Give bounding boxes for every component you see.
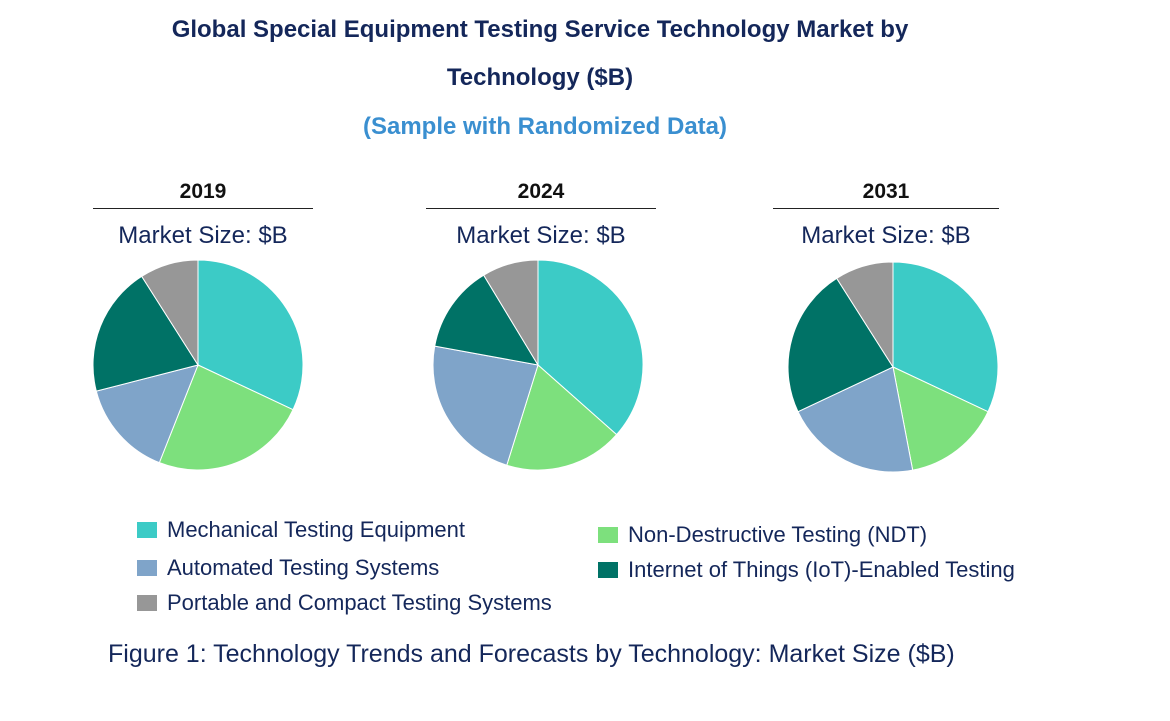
pie-2024-slice-automated-testing-systems	[432, 345, 539, 466]
pie-2019-slice-portable-and-compact-testing-systems	[141, 259, 199, 367]
pie-2024-year: 2024	[517, 180, 565, 203]
pie-2024-market-size-label: Market Size: $B	[456, 222, 626, 249]
pie-2019-year: 2019	[179, 180, 227, 203]
pie-2031	[787, 261, 999, 473]
legend-item-iot: Internet of Things (IoT)-Enabled Testing	[598, 557, 1015, 583]
legend-label: Automated Testing Systems	[167, 555, 440, 580]
pie-2024	[432, 259, 644, 471]
pie-2019-slice-internet-of-things-iot-enabled-testing	[92, 275, 199, 392]
legend-swatch	[598, 527, 618, 543]
legend-label: Non-Destructive Testing (NDT)	[628, 522, 928, 547]
pie-2031-slice-automated-testing-systems	[797, 366, 914, 473]
pie-2031-slice-portable-and-compact-testing-systems	[836, 261, 894, 369]
legend-item-automated: Automated Testing Systems	[137, 555, 439, 581]
figure-caption: Figure 1: Technology Trends and Forecast…	[108, 640, 955, 668]
pie-2024-slice-mechanical-testing-equipment	[537, 259, 644, 436]
legend-item-mechanical: Mechanical Testing Equipment	[137, 517, 465, 543]
pie-2019-slice-mechanical-testing-equipment	[197, 259, 304, 411]
legend-item-portable: Portable and Compact Testing Systems	[137, 590, 552, 616]
chart-title-line2: Technology ($B)	[446, 64, 634, 91]
pie-2031-market-size-label: Market Size: $B	[801, 222, 971, 249]
chart-title-line1: Global Special Equipment Testing Service…	[171, 16, 909, 43]
legend-item-ndt: Non-Destructive Testing (NDT)	[598, 522, 927, 548]
legend-label: Portable and Compact Testing Systems	[167, 590, 552, 615]
pie-2024-slice-non-destructive-testing-ndt	[506, 364, 618, 471]
legend-swatch	[137, 522, 157, 538]
pie-2024-rule	[426, 208, 656, 209]
pie-2031-rule	[773, 208, 999, 209]
legend-swatch	[137, 560, 157, 576]
pie-2031-slice-non-destructive-testing-ndt	[892, 366, 989, 471]
pie-2024-slice-internet-of-things-iot-enabled-testing	[434, 274, 540, 366]
chart-subtitle: (Sample with Randomized Data)	[362, 113, 728, 140]
pie-2024-slice-portable-and-compact-testing-systems	[482, 259, 539, 367]
pie-2019-slice-automated-testing-systems	[95, 364, 199, 464]
pie-2031-slice-mechanical-testing-equipment	[892, 261, 999, 413]
pie-2031-year: 2031	[862, 180, 910, 203]
pie-2019-market-size-label: Market Size: $B	[118, 222, 288, 249]
pie-2031-slice-internet-of-things-iot-enabled-testing	[787, 277, 894, 413]
pie-2019-rule	[93, 208, 313, 209]
legend-label: Internet of Things (IoT)-Enabled Testing	[628, 557, 1015, 582]
legend-swatch	[598, 562, 618, 578]
legend-label: Mechanical Testing Equipment	[167, 517, 465, 542]
legend-swatch	[137, 595, 157, 611]
pie-2019-slice-non-destructive-testing-ndt	[158, 364, 294, 471]
pie-2019	[92, 259, 304, 471]
